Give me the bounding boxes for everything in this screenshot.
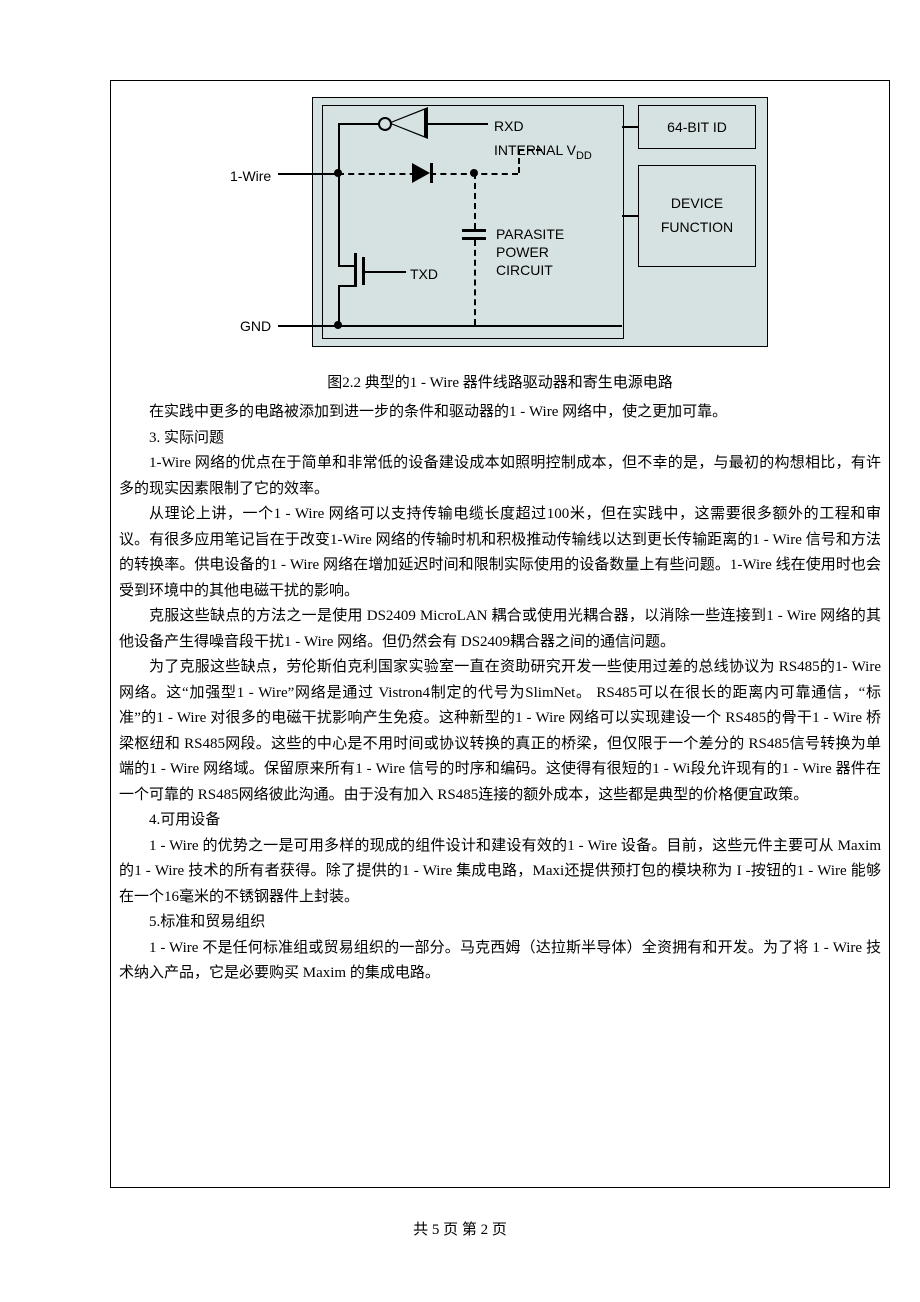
paragraph-intro: 在实践中更多的电路被添加到进一步的条件和驱动器的1 - Wire 网络中，使之更… (119, 400, 881, 426)
wire-gnd (278, 325, 622, 327)
rxd-label: RXD (494, 115, 524, 139)
device-label: DEVICE (671, 195, 723, 211)
function-label: FUNCTION (661, 219, 733, 235)
wire-rxd-v (338, 123, 340, 173)
wire-txd (364, 271, 406, 273)
paragraph-4: 克服这些缺点的方法之一是使用 DS2409 MicroLAN 耦合或使用光耦合器… (119, 604, 881, 655)
figure-caption: 图2.2 典型的1 - Wire 器件线路驱动器和寄生电源电路 (115, 371, 885, 397)
wire-fet-drain (338, 173, 340, 265)
wire-id (622, 126, 638, 128)
wire-fet-source (338, 285, 340, 325)
paragraph-3: 从理论上讲，一个1 - Wire 网络可以支持传输电缆长度超过100米，但在实践… (119, 502, 881, 604)
one-wire-label: 1-Wire (230, 165, 271, 189)
page-footer: 共 5 页 第 2 页 (0, 1218, 920, 1244)
circuit-label: CIRCUIT (496, 259, 553, 283)
id-box: 64-BIT ID (638, 105, 756, 149)
fet-drain-h (338, 265, 354, 267)
inverter-bubble-icon (378, 117, 392, 131)
heading-5: 5.标准和贸易组织 (119, 910, 881, 936)
heading-3: 3. 实际问题 (119, 426, 881, 452)
diode-bar (430, 163, 433, 183)
node-gnd (334, 321, 342, 329)
internal-vdd-text: INTERNAL V (494, 142, 576, 158)
fet-channel (354, 253, 357, 287)
device-function-box: DEVICE FUNCTION (638, 165, 756, 267)
cap-plate-top (462, 229, 486, 232)
fet-source-h (338, 285, 354, 287)
wire-in (278, 173, 338, 175)
figure: 64-BIT ID DEVICE FUNCTION 1-Wire GND (115, 91, 885, 365)
paragraph-6: 1 - Wire 的优势之一是可用多样的现成的组件设计和建设有效的1 - Wir… (119, 834, 881, 911)
gnd-label: GND (240, 315, 271, 339)
cap-top-lead (474, 173, 476, 229)
buffer-icon (388, 107, 428, 139)
content-frame: 64-BIT ID DEVICE FUNCTION 1-Wire GND (110, 80, 890, 1188)
cap-bot-lead (474, 240, 476, 325)
wire-rxd-out (428, 123, 488, 125)
paragraph-2: 1-Wire 网络的优点在于简单和非常低的设备建设成本如照明控制成本，但不幸的是… (119, 451, 881, 502)
txd-label: TXD (410, 263, 438, 287)
paragraph-7: 1 - Wire 不是任何标准组或贸易组织的一部分。马克西姆（达拉斯半导体）全资… (119, 936, 881, 987)
circuit-diagram: 64-BIT ID DEVICE FUNCTION 1-Wire GND (226, 93, 774, 355)
paragraph-5: 为了克服这些缺点，劳伦斯伯克利国家实验室一直在资助研究开发一些使用过差的总线协议… (119, 655, 881, 808)
heading-4: 4.可用设备 (119, 808, 881, 834)
diode-icon (412, 163, 430, 183)
page: 64-BIT ID DEVICE FUNCTION 1-Wire GND (0, 80, 920, 1243)
internal-vdd-sub: DD (576, 150, 592, 162)
internal-vdd-label: INTERNAL VDD (494, 139, 592, 165)
wire-fn (622, 215, 638, 217)
